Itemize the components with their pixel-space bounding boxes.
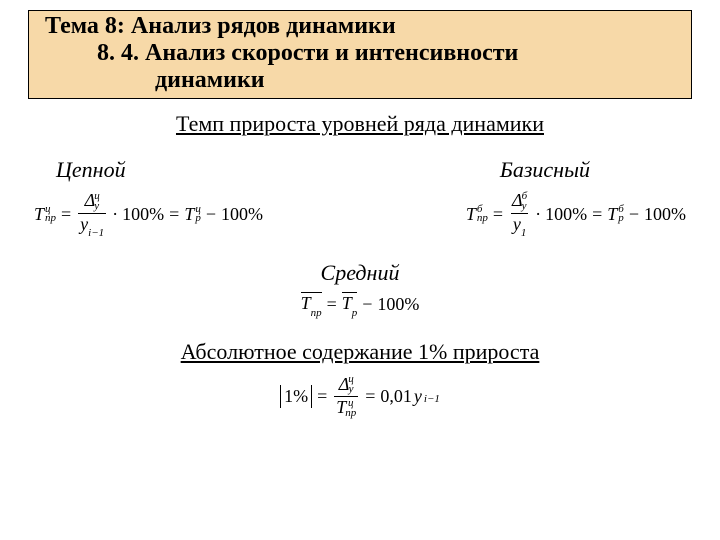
sub-y: y [94,202,100,212]
op-eq3: = [490,204,506,225]
sub-np3: пр [311,307,322,319]
formula-basis: Tбпр = Δбy y1 · 100% = Tбр − 100% [466,191,686,238]
val-100d: 100% [644,204,686,225]
op-eq: = [58,204,74,225]
formula-row-1: Tцпр = Δцy yi−1 · 100% = Tцр − 100% Tбпр… [28,191,692,238]
sub-p2: р [618,214,624,224]
op-minus: − [203,204,219,225]
topic-line-3: динамики [35,67,685,94]
op-minus3: − [359,294,375,315]
sym-y: y [80,214,88,234]
column-labels: Цепной Базисный [28,157,692,183]
formula-chain: Tцпр = Δцy yi−1 · 100% = Tцр − 100% [34,191,263,238]
sym-y3: y [414,386,422,407]
bar-Tp: Tр [342,292,358,317]
subtitle-abs-1pct: Абсолютное содержание 1% прироста [28,339,692,365]
sub-one: 1 [521,227,527,239]
label-chain: Цепной [56,157,126,183]
formula-average-wrap: Tпр = Tр − 100% [28,292,692,317]
sym-y2: y [513,214,521,234]
subtitle-tempo: Темп прироста уровней ряда динамики [28,111,692,137]
label-average: Средний [28,260,692,286]
frac-basis: Δбy y1 [510,191,529,238]
val-100b: 100% [221,204,263,225]
formula-average: Tпр = Tр − 100% [301,292,420,317]
sub-p3: р [352,307,358,319]
sym-Tavg: T [301,293,311,313]
sym-T2: T [184,204,194,225]
topic-line-1: Тема 8: Анализ рядов динамики [35,13,685,40]
val-100c: 100% [545,204,587,225]
label-basis: Базисный [500,157,590,183]
sub-y2: y [522,202,528,212]
sub-im1: i−1 [88,227,104,239]
op-dot: · [110,204,120,225]
op-minus2: − [626,204,642,225]
val-100: 100% [122,204,164,225]
op-eq2: = [166,204,182,225]
slide-root: Тема 8: Анализ рядов динамики 8. 4. Анал… [0,0,720,540]
sub-im1b: i−1 [424,393,440,405]
topic-header-box: Тема 8: Анализ рядов динамики 8. 4. Анал… [28,10,692,99]
formula-abs-wrap: 1% = Δцy Tцпр = 0,01 yi−1 [28,375,692,420]
bar-Tnp: Tпр [301,292,322,317]
sub-np2: пр [477,214,488,224]
formula-abs-1pct: 1% = Δцy Tцпр = 0,01 yi−1 [280,375,440,420]
op-dot2: · [533,204,543,225]
topic-line-2: 8. 4. Анализ скорости и интенсивности [35,40,685,67]
abs-1pct: 1% [280,385,312,408]
sym-T: T [34,204,44,225]
sub-p: р [195,214,201,224]
sub-np4: пр [345,409,356,419]
sub-y3: y [348,385,354,395]
sub-np: пр [45,214,56,224]
op-eq7: = [362,386,378,407]
val-001: 0,01 [380,386,412,407]
sym-Tavg2: T [342,293,352,313]
op-eq5: = [324,294,340,315]
op-eq6: = [314,386,330,407]
op-eq4: = [589,204,605,225]
sym-Tb: T [466,204,476,225]
frac-chain: Δцy yi−1 [78,191,106,238]
sym-Tb2: T [607,204,617,225]
frac-abs: Δцy Tцпр [334,375,358,420]
val-100e: 100% [377,294,419,315]
